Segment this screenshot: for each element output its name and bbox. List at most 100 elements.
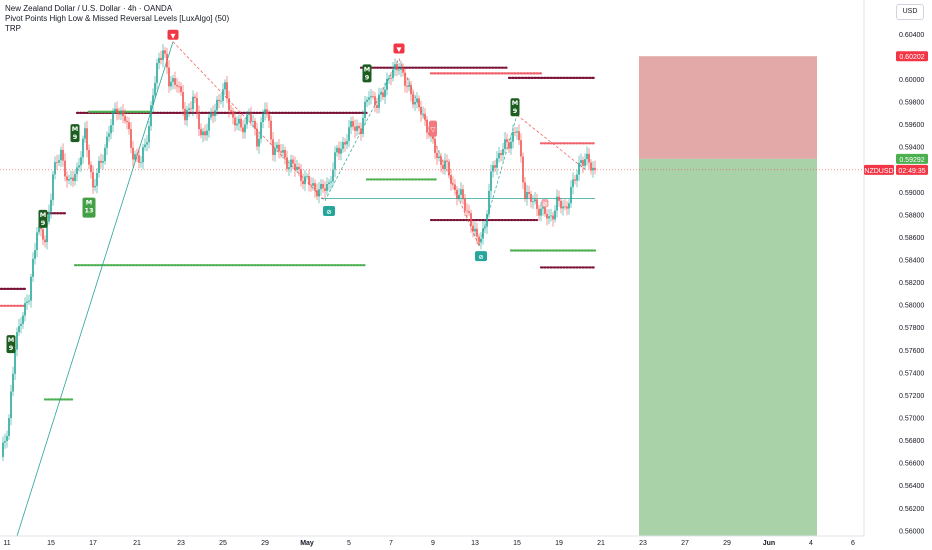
candle-body [498,153,500,159]
candle-body [472,225,474,232]
candle-body [150,105,152,127]
candle-body [46,221,48,243]
candle-body [532,201,534,203]
candle-body [518,131,520,141]
candle-body [178,86,180,88]
signal-marker-text: ⊘ [478,253,483,261]
candle-body [4,441,6,443]
candle-body [522,156,524,183]
candle-body [560,200,562,209]
candle-body [494,165,496,168]
candle-body [154,82,156,96]
candle-body [552,215,554,220]
signal-marker [475,251,487,262]
candle-body [468,211,470,214]
candle-body [198,112,200,130]
signal-marker-text: 13 [84,207,93,215]
candle-body [140,162,142,163]
price-tick: 0.56600 [899,461,924,468]
candle-body [336,147,338,153]
candle-body [474,228,476,232]
price-axis: 0.56000 0.56200 0.56400 0.56600 0.56800 0.570… [863,0,932,550]
candle-body [88,150,90,165]
candle-body [542,205,544,209]
price-tags: 0.60202 0.59292 NZDUSD 02:49:35 [864,51,928,175]
legend-indicator[interactable]: Pivot Points High Low & Missed Reversal … [5,14,230,23]
candle-body [56,162,58,164]
candle-body [80,157,82,166]
candle-body [558,196,560,201]
candle-body [120,110,122,115]
candle-body [286,157,288,169]
price-tag-stop [896,51,928,62]
candle-body [410,84,412,95]
candle-body [360,128,362,134]
candle-body [424,113,426,120]
candle-body [38,226,40,233]
candle-body [76,167,78,175]
candle-body [392,69,394,79]
candle-body [314,183,316,191]
candle-body [330,181,332,183]
candle-body [112,110,114,126]
candle-body [192,96,194,110]
candle-body [512,131,514,142]
price-tick: 0.57400 [899,370,924,377]
candle-body [232,111,234,118]
candle-body [138,155,140,163]
candle-body [350,121,352,128]
candle-body [460,189,462,195]
currency-button[interactable]: USD [896,4,924,20]
candle-body [176,84,178,87]
candle-body [504,139,506,149]
candle-body [204,131,206,136]
candle-body [224,82,226,90]
candle-body [582,160,584,166]
candle-body [152,95,154,106]
candle-body [294,163,296,170]
zigzag-segment [516,114,586,170]
price-tick: 0.59400 [899,145,924,152]
candle-body [156,63,158,83]
candle-body [590,162,592,171]
candle-body [132,147,134,160]
signal-marker-text: M [512,99,518,107]
candle-body [442,164,444,169]
candle-body [126,121,128,123]
candle-body [100,160,102,163]
time-tick: 23 [639,540,647,547]
price-tick: 0.57600 [899,348,924,355]
candle-body [58,160,60,163]
signal-marker-text: ▽ [431,126,436,134]
candle-body [576,174,578,181]
candle-body [142,147,144,163]
legend-third[interactable]: TRP [5,24,21,33]
time-tick: 23 [177,540,185,547]
candle-body [218,99,220,102]
candle-body [592,167,594,171]
legend-symbol[interactable]: New Zealand Dollar / U.S. Dollar · 4h · … [5,4,173,13]
candle-body [538,208,540,216]
signal-marker-text: M [364,65,370,73]
candle-body [338,147,340,154]
candle-body [114,108,116,111]
price-tag-text: 0.59292 [899,157,924,164]
candle-body [556,196,558,211]
candle-body [228,98,230,111]
candle-body [482,228,484,239]
candle-body [288,167,290,169]
candle-body [516,131,518,133]
signal-marker-text: ⊘ [326,208,331,216]
candle-body [186,109,188,121]
candle-body [412,94,414,105]
candle-body [48,211,50,222]
candle-body [258,138,260,147]
candle-body [32,258,34,277]
candle-body [572,179,574,188]
candle-body [30,276,32,301]
candle-body [60,149,62,161]
candle-body [24,303,26,316]
candle-body [208,117,210,131]
candle-body [104,147,106,162]
